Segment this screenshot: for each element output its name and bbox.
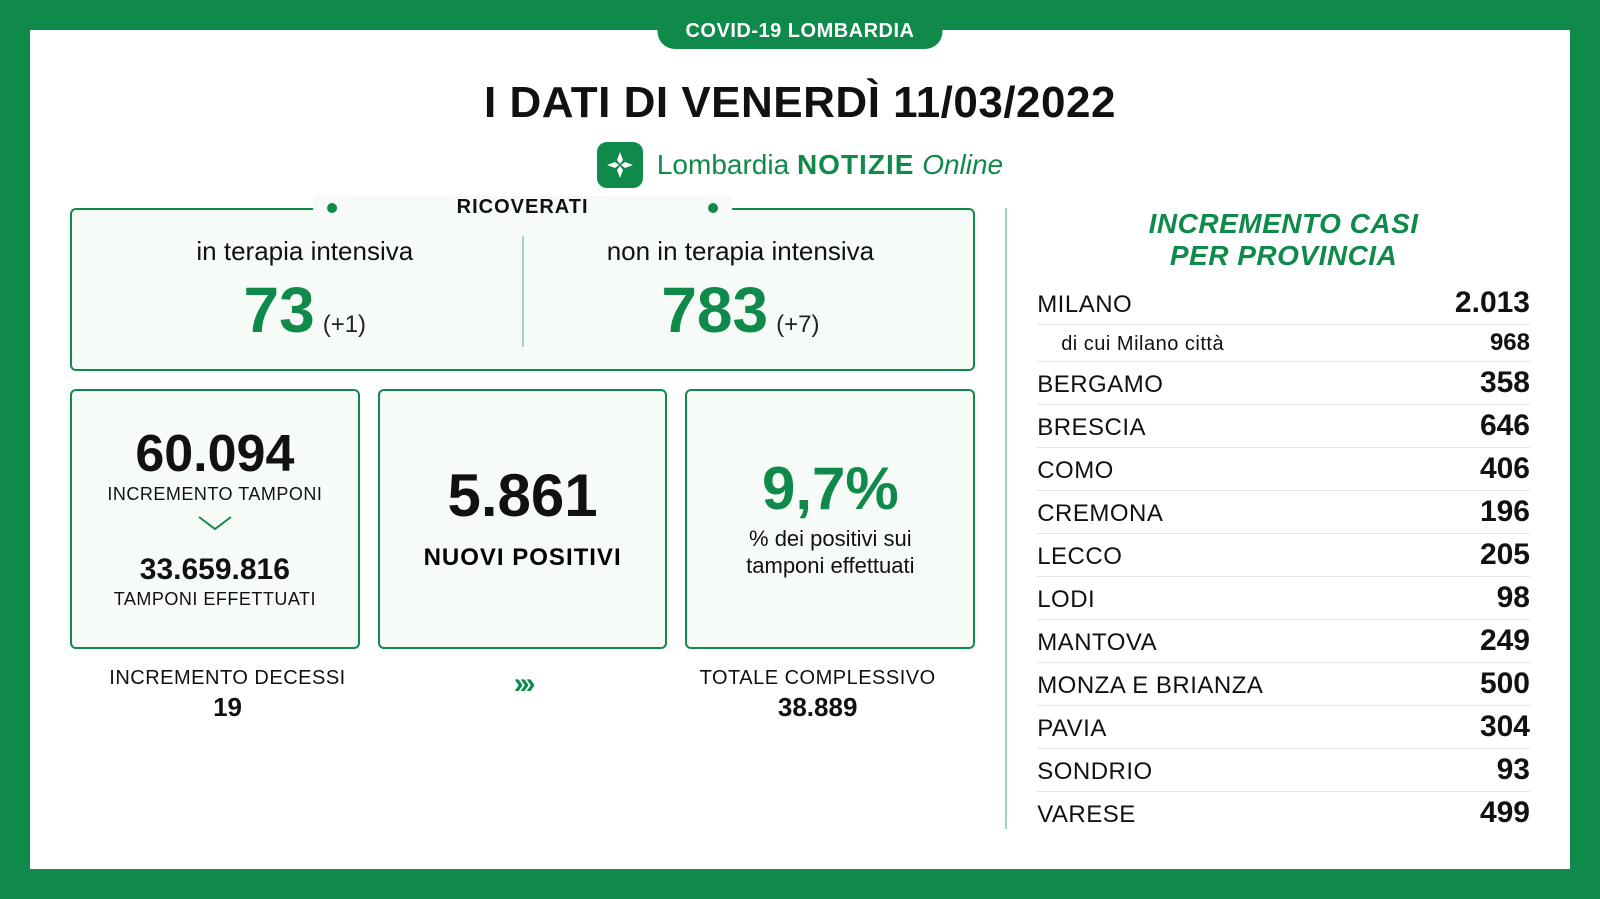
province-name: CREMONA xyxy=(1037,500,1163,528)
province-value: 358 xyxy=(1480,366,1530,400)
footer-row: INCREMENTO DECESSI 19 ››› TOTALE COMPLES… xyxy=(70,667,975,723)
chevron-down-icon xyxy=(195,513,235,533)
icu-value: 73 xyxy=(244,273,315,347)
ricoverati-nonicu: non in terapia intensiva 783 (+7) xyxy=(528,236,954,347)
ricoverati-title: RICOVERATI xyxy=(313,196,733,219)
positivi-label: NUOVI POSITIVI xyxy=(394,544,652,572)
icu-value-wrap: 73 (+1) xyxy=(244,273,367,347)
stats-trio: 60.094 INCREMENTO TAMPONI 33.659.816 TAM… xyxy=(70,389,975,649)
province-name: BERGAMO xyxy=(1037,371,1163,399)
left-column: RICOVERATI in terapia intensiva 73 (+1) … xyxy=(70,208,975,829)
province-row: LECCO 205 xyxy=(1037,534,1530,577)
tamponi-total-value: 33.659.816 xyxy=(86,553,344,587)
ratio-label-line1: % dei positivi sui xyxy=(749,526,912,551)
brand-lombardia: Lombardia xyxy=(657,149,789,180)
tamponi-increment-value: 60.094 xyxy=(86,428,344,480)
province-name: MONZA E BRIANZA xyxy=(1037,672,1263,700)
province-value: 499 xyxy=(1480,796,1530,830)
ratio-box: 9,7% % dei positivi sui tamponi effettua… xyxy=(685,389,975,649)
ratio-value: 9,7% xyxy=(701,459,959,519)
province-name: MANTOVA xyxy=(1037,629,1157,657)
outer-frame: COVID-19 LOMBARDIA I DATI DI VENERDÌ 11/… xyxy=(0,0,1600,899)
header-pill: COVID-19 LOMBARDIA xyxy=(657,14,942,49)
province-value: 406 xyxy=(1480,452,1530,486)
decessi-value: 19 xyxy=(80,692,375,723)
main-columns: RICOVERATI in terapia intensiva 73 (+1) … xyxy=(70,208,1530,829)
province-row: PAVIA 304 xyxy=(1037,706,1530,749)
province-value: 500 xyxy=(1480,667,1530,701)
nonicu-delta: (+7) xyxy=(776,311,819,339)
page-title: I DATI DI VENERDÌ 11/03/2022 xyxy=(70,78,1530,128)
card: COVID-19 LOMBARDIA I DATI DI VENERDÌ 11/… xyxy=(30,30,1570,869)
ricoverati-box: RICOVERATI in terapia intensiva 73 (+1) … xyxy=(70,208,975,371)
positivi-box: 5.861 NUOVI POSITIVI xyxy=(378,389,668,649)
ratio-label: % dei positivi sui tamponi effettuati xyxy=(701,525,959,580)
tamponi-increment-label: INCREMENTO TAMPONI xyxy=(86,484,344,505)
right-column: INCREMENTO CASI PER PROVINCIA MILANO 2.01… xyxy=(1005,208,1530,829)
tamponi-box: 60.094 INCREMENTO TAMPONI 33.659.816 TAM… xyxy=(70,389,360,649)
icu-delta: (+1) xyxy=(323,311,366,339)
brand-text: Lombardia NOTIZIE Online xyxy=(657,149,1003,181)
brand-row: Lombardia NOTIZIE Online xyxy=(70,142,1530,188)
totale-value: 38.889 xyxy=(670,692,965,723)
nonicu-label: non in terapia intensiva xyxy=(528,236,954,267)
province-value: 205 xyxy=(1480,538,1530,572)
province-value: 93 xyxy=(1497,753,1530,787)
province-row: VARESE 499 xyxy=(1037,792,1530,834)
province-row: BERGAMO 358 xyxy=(1037,362,1530,405)
province-name: BRESCIA xyxy=(1037,414,1146,442)
province-name: LECCO xyxy=(1037,543,1122,571)
ratio-label-line2: tamponi effettuati xyxy=(746,553,914,578)
province-title-line2: PER PROVINCIA xyxy=(1170,240,1397,271)
province-value: 2.013 xyxy=(1455,286,1530,320)
decessi-block: INCREMENTO DECESSI 19 xyxy=(80,667,375,723)
chevrons-block: ››› xyxy=(375,667,670,723)
chevron-right-icon: ››› xyxy=(375,667,670,701)
province-name: COMO xyxy=(1037,457,1114,485)
lombardia-logo-icon xyxy=(597,142,643,188)
ricoverati-icu: in terapia intensiva 73 (+1) xyxy=(92,236,518,347)
province-value: 249 xyxy=(1480,624,1530,658)
province-value: 98 xyxy=(1497,581,1530,615)
totale-label: TOTALE COMPLESSIVO xyxy=(670,667,965,690)
province-name: LODI xyxy=(1037,586,1095,614)
province-value: 646 xyxy=(1480,409,1530,443)
province-name: MILANO xyxy=(1037,291,1132,319)
province-row: SONDRIO 93 xyxy=(1037,749,1530,792)
province-list: MILANO 2.013 di cui Milano città 968 BERGAMO… xyxy=(1037,282,1530,834)
province-title: INCREMENTO CASI PER PROVINCIA xyxy=(1037,208,1530,272)
positivi-value: 5.861 xyxy=(394,466,652,526)
province-value: 196 xyxy=(1480,495,1530,529)
province-row: CREMONA 196 xyxy=(1037,491,1530,534)
province-row: COMO 406 xyxy=(1037,448,1530,491)
province-name: SONDRIO xyxy=(1037,758,1153,786)
brand-notizie: NOTIZIE xyxy=(797,149,914,180)
brand-online: Online xyxy=(922,149,1003,180)
decessi-label: INCREMENTO DECESSI xyxy=(80,667,375,690)
ricoverati-divider xyxy=(522,236,524,347)
nonicu-value-wrap: 783 (+7) xyxy=(661,273,819,347)
province-row: LODI 98 xyxy=(1037,577,1530,620)
province-row: BRESCIA 646 xyxy=(1037,405,1530,448)
province-row: MILANO 2.013 xyxy=(1037,282,1530,325)
province-value: 304 xyxy=(1480,710,1530,744)
province-row: MONZA E BRIANZA 500 xyxy=(1037,663,1530,706)
province-sub-value: 968 xyxy=(1490,329,1530,357)
province-name: PAVIA xyxy=(1037,715,1107,743)
province-name: VARESE xyxy=(1037,801,1136,829)
province-sub-name: di cui Milano città xyxy=(1061,333,1224,356)
province-subrow: di cui Milano città 968 xyxy=(1037,325,1530,362)
province-title-line1: INCREMENTO CASI xyxy=(1149,208,1419,239)
province-row: MANTOVA 249 xyxy=(1037,620,1530,663)
tamponi-total-label: TAMPONI EFFETTUATI xyxy=(86,589,344,610)
totale-block: TOTALE COMPLESSIVO 38.889 xyxy=(670,667,965,723)
icu-label: in terapia intensiva xyxy=(92,236,518,267)
nonicu-value: 783 xyxy=(661,273,768,347)
